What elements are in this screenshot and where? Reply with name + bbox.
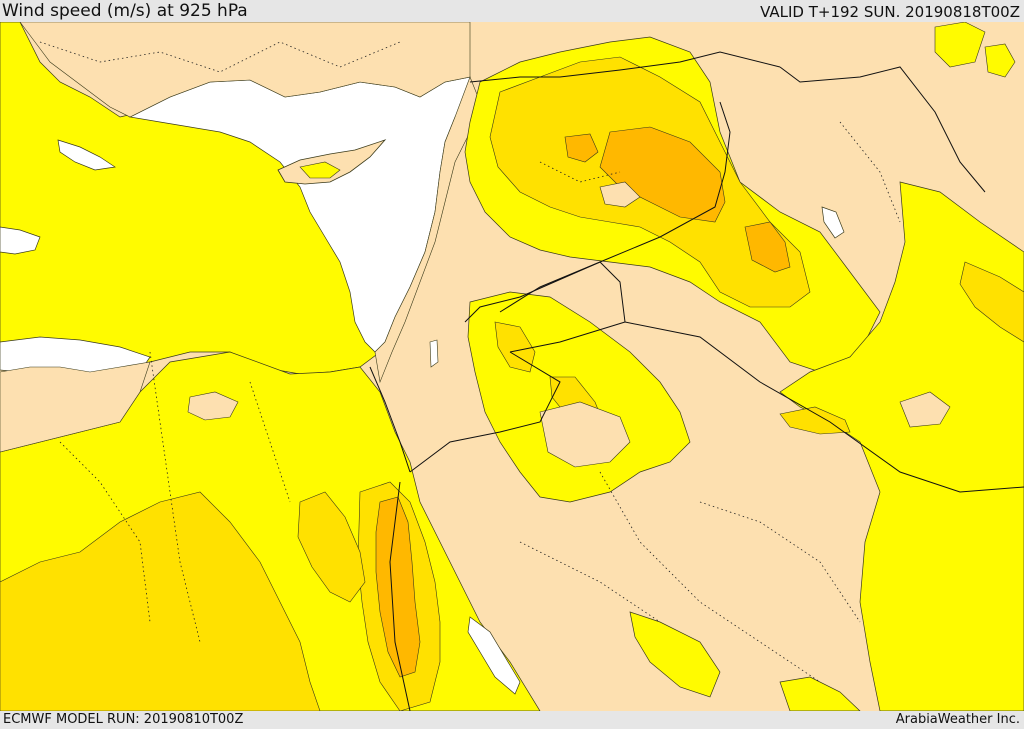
wind-band-1-caspian bbox=[934, 22, 986, 68]
weather-map[interactable] bbox=[0, 22, 1024, 711]
footer-bar: ECMWF MODEL RUN: 20190810T00Z ArabiaWeat… bbox=[0, 711, 1024, 729]
border-syria-iraq bbox=[499, 101, 731, 313]
calm-jordan-patch bbox=[539, 401, 631, 468]
wind-band-1-arabia-south-2 bbox=[779, 676, 861, 711]
wind-band-2-gulf-suez bbox=[297, 491, 366, 603]
calm-egypt-1 bbox=[0, 361, 151, 453]
map-title: Wind speed (m/s) at 925 hPa bbox=[2, 1, 248, 21]
wind-band-3-syria-2 bbox=[564, 133, 599, 163]
calm-sea-crete bbox=[57, 139, 116, 171]
lake-urmia bbox=[821, 206, 845, 239]
border-egypt-israel bbox=[369, 366, 411, 473]
calm-egypt-2 bbox=[187, 391, 239, 421]
wind-band-3-red-sea bbox=[375, 496, 421, 678]
land-levant bbox=[374, 76, 481, 384]
wind-band-3-iraq bbox=[744, 221, 791, 273]
wind-band-1-arabia-south bbox=[629, 611, 721, 698]
credit: ArabiaWeather Inc. bbox=[895, 712, 1020, 727]
wind-band-1-gulf bbox=[779, 181, 1024, 711]
wind-band-2-iraq-south bbox=[779, 406, 851, 435]
country-borders bbox=[369, 51, 1024, 711]
province-borders bbox=[39, 41, 901, 683]
wind-band-2-gulf bbox=[959, 261, 1024, 343]
calm-red-sea-north bbox=[467, 616, 521, 695]
border-turkey-syria bbox=[469, 51, 781, 83]
cyprus-island bbox=[277, 139, 387, 185]
border-jordan-saudi bbox=[409, 351, 561, 473]
calm-sea-west-1 bbox=[0, 226, 41, 255]
valid-time: VALID T+192 SUN. 20190818T00Z bbox=[760, 3, 1020, 21]
calm-syria-patch bbox=[599, 181, 641, 208]
border-egypt-sudan-red-sea bbox=[389, 481, 411, 711]
header-bar: Wind speed (m/s) at 925 hPa VALID T+192 … bbox=[0, 0, 1024, 22]
dead-sea bbox=[429, 339, 439, 368]
model-run: ECMWF MODEL RUN: 20190810T00Z bbox=[3, 712, 244, 727]
wind-band-2-egypt bbox=[0, 491, 321, 711]
land-turkey-coast bbox=[19, 22, 471, 118]
border-iran-iraq bbox=[779, 66, 986, 193]
wind-band-1-caspian-2 bbox=[984, 43, 1016, 78]
wind-band-2-jordan bbox=[494, 321, 536, 373]
wind-band-3-syria-1 bbox=[599, 126, 726, 223]
border-iraq-saudi bbox=[624, 321, 1024, 493]
calm-gulf-patch bbox=[899, 391, 951, 428]
cyprus-wind bbox=[299, 161, 341, 179]
border-jordan bbox=[464, 261, 626, 353]
